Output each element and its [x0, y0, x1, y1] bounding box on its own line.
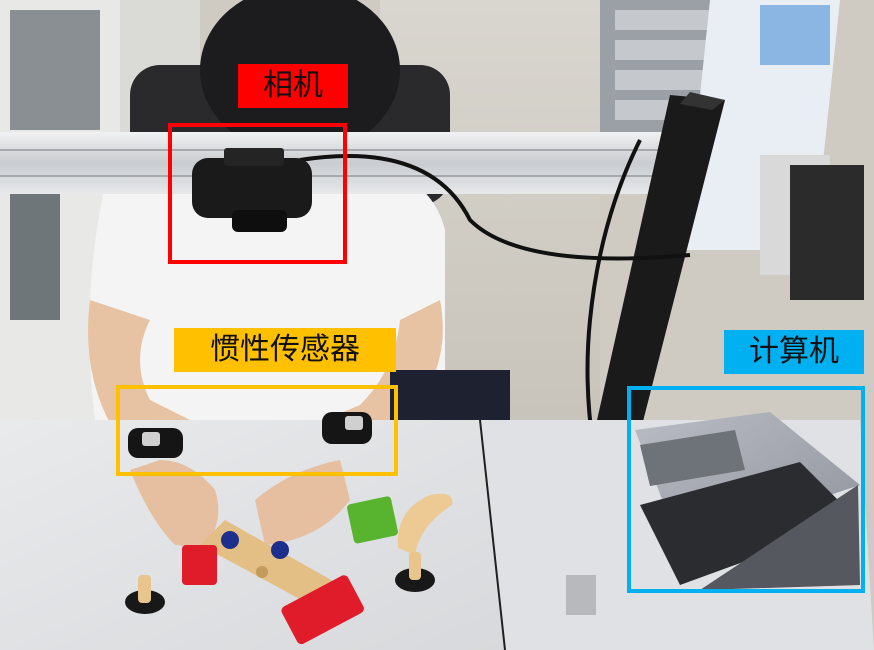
computer-highlight-box — [627, 386, 865, 593]
imu-sensor-label: 惯性传感器 — [174, 328, 396, 372]
computer-label: 计算机 — [724, 330, 864, 374]
imu-sensor-highlight-box — [116, 385, 398, 476]
camera-highlight-box — [168, 123, 347, 264]
camera-label: 相机 — [238, 64, 348, 108]
